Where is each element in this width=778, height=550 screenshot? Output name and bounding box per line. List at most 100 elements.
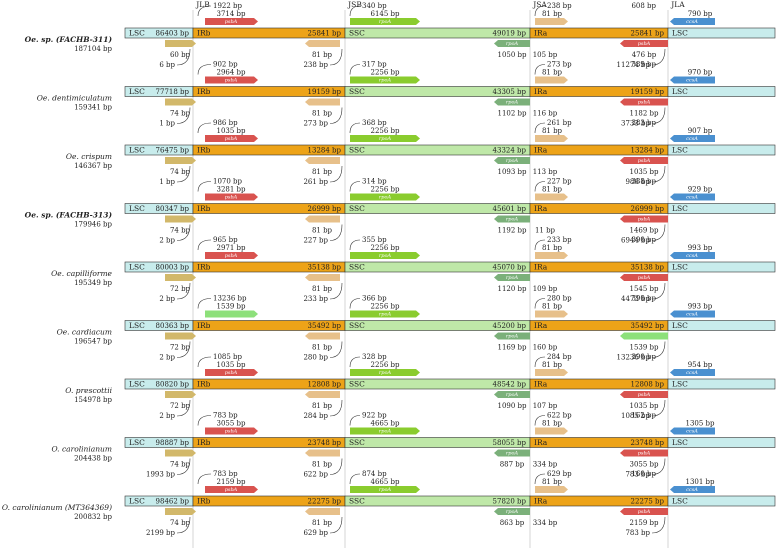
bp-label: 81 bp — [312, 51, 333, 59]
pointer-arrow — [197, 5, 212, 17]
species-name: Oe. dentimiculatum — [37, 94, 112, 103]
junction-label: JSB — [347, 0, 362, 9]
gene-name: psbA — [225, 136, 238, 142]
pointer-arrow — [176, 107, 191, 124]
gene-ccsA — [670, 486, 715, 493]
pointer-arrow — [651, 341, 666, 358]
bp-label: 160 bp — [631, 470, 656, 478]
gene-psbA — [205, 427, 258, 435]
gene-psbA — [205, 18, 258, 25]
region-name: IRa — [534, 497, 548, 506]
region-name: LSC — [672, 29, 688, 38]
bp-label: 2159 bp — [216, 478, 246, 486]
region-length: 45200 bp — [493, 322, 527, 330]
genome-size: 187104 bp — [74, 45, 112, 53]
bp-label: 4665 bp — [370, 478, 400, 486]
gene-psbA — [620, 508, 668, 515]
bp-label: 1539 bp — [216, 303, 246, 311]
bp-label: 790 bp — [688, 10, 713, 18]
gene-psbA — [205, 310, 258, 318]
region-name: IRa — [534, 263, 548, 272]
bp-label: 2159 bp — [629, 519, 659, 527]
bp-label: 2971 bp — [216, 244, 246, 252]
gene-psbA — [205, 135, 258, 142]
region-name: SSC — [349, 87, 365, 96]
region-name: LSC — [129, 263, 145, 272]
gene-ccsA — [670, 310, 715, 318]
region-name: SSC — [349, 497, 365, 506]
pointer-arrow — [176, 399, 191, 417]
bp-label: 227 bp — [303, 237, 328, 245]
bp-label: 81 bp — [542, 303, 563, 311]
gene-rpoA — [350, 369, 420, 376]
gene-name: ccsA — [686, 312, 698, 318]
bp-label: 965 bp — [213, 236, 238, 244]
gene-psbA — [620, 40, 668, 47]
gene-ccsA — [670, 252, 715, 259]
gene-name: psbA — [225, 78, 238, 84]
region-length: 13284 bp — [631, 147, 665, 155]
gene-name: rpoA — [506, 392, 519, 398]
pointer-arrow — [349, 473, 361, 485]
region-name: IRa — [534, 204, 548, 213]
bp-label: 81 bp — [312, 227, 333, 235]
bp-label: 3714 bp — [216, 10, 246, 18]
bp-label: 390 bp — [631, 353, 656, 361]
region-name: IRa — [534, 438, 548, 447]
region-length: 23748 bp — [631, 439, 665, 447]
gene-name: psbA — [225, 195, 238, 201]
gene-tan — [535, 369, 568, 376]
region-name: LSC — [672, 497, 688, 506]
bp-label: 2256 bp — [370, 361, 400, 369]
bp-label: 1 bp — [159, 178, 175, 186]
gene-psbA — [620, 98, 668, 106]
bp-label: 105 bp — [533, 51, 558, 59]
region-length: 22275 bp — [631, 498, 665, 506]
pointer-arrow — [651, 458, 666, 475]
pointer-arrow — [534, 298, 546, 309]
bp-label: 81 bp — [542, 478, 563, 486]
pointer-arrow — [534, 5, 546, 17]
bp-label: 81 bp — [312, 168, 333, 176]
region-length: 43305 bp — [493, 88, 527, 96]
gene-rpoA — [494, 391, 530, 398]
pointer-arrow — [329, 341, 343, 358]
bp-label: 74 bp — [170, 110, 191, 118]
region-name: IRb — [197, 146, 211, 155]
gene-psbA — [620, 391, 668, 398]
region-length: 35138 bp — [631, 264, 665, 272]
region-length: 49019 bp — [493, 30, 527, 38]
pointer-arrow — [176, 516, 191, 534]
pointer-arrow — [197, 122, 212, 134]
gene-name: rpoA — [379, 19, 392, 25]
gene-rpoA — [494, 98, 530, 106]
bp-label: 238 bp — [547, 2, 572, 10]
region — [667, 203, 776, 214]
bp-label: 81 bp — [542, 10, 563, 18]
region-name: IRb — [197, 263, 211, 272]
gene-psbA — [205, 193, 258, 201]
gene-rpoA — [494, 40, 530, 47]
bp-label: 261 bp — [303, 178, 328, 186]
pointer-arrow — [176, 48, 191, 66]
bp-label: 280 bp — [547, 295, 572, 303]
bp-label: 390 bp — [631, 295, 656, 303]
pointer-arrow — [197, 64, 212, 75]
region-name: IRa — [534, 29, 548, 38]
region-name: LSC — [129, 204, 145, 213]
region-length: 19159 bp — [308, 88, 342, 96]
bp-label: 233 bp — [547, 236, 572, 244]
bp-label: 783 bp — [213, 470, 238, 478]
bp-label: 233 bp — [303, 295, 328, 303]
pointer-arrow — [349, 298, 361, 309]
gene-name: rpoA — [506, 275, 519, 281]
pointer-arrow — [329, 107, 343, 124]
bp-label: 2 bp — [159, 354, 175, 362]
bp-label: 317 bp — [362, 61, 387, 69]
species-name: Oe. crispum — [66, 152, 112, 161]
gene-tan — [305, 40, 340, 47]
bp-label: 1120 bp — [497, 285, 527, 293]
pointer-arrow — [534, 239, 546, 251]
region — [667, 86, 776, 97]
bp-label: 81 bp — [312, 519, 333, 527]
